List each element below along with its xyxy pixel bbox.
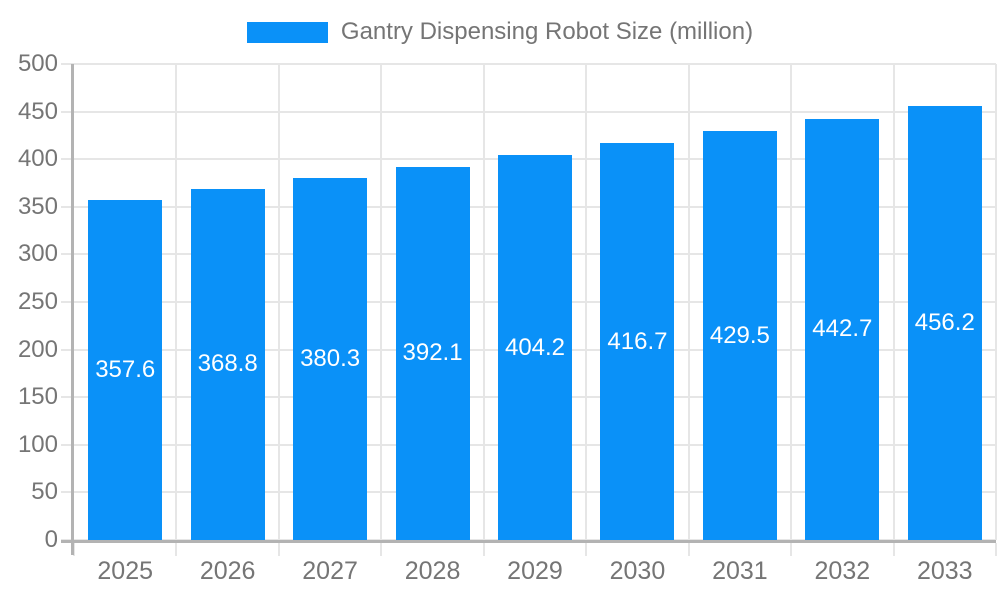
y-axis-tick (61, 348, 74, 351)
x-tick-label: 2033 (916, 557, 973, 585)
y-tick-label: 50 (31, 478, 58, 506)
x-axis-tick (995, 543, 997, 556)
y-tick-label: 450 (17, 97, 58, 125)
x-tick-label: 2027 (302, 557, 358, 585)
y-axis-tick (61, 491, 74, 494)
legend-label: Gantry Dispensing Robot Size (million) (340, 18, 754, 45)
x-grid-line (687, 64, 690, 540)
x-tick-label: 2031 (712, 557, 768, 585)
y-tick-label: 250 (17, 288, 58, 315)
legend-swatch (246, 21, 328, 43)
y-axis-tick (61, 205, 74, 208)
bar: 404.2 (498, 155, 572, 540)
bar-value-label: 416.7 (607, 327, 668, 355)
x-tick-label: 2025 (97, 557, 154, 585)
x-tick-label: 2026 (199, 557, 256, 585)
x-grid-line (790, 64, 793, 540)
x-tick-label: 2028 (404, 557, 461, 585)
x-axis-tick (175, 543, 178, 556)
bar: 442.7 (805, 118, 880, 540)
x-axis-tick (790, 543, 793, 556)
bar: 368.8 (190, 188, 265, 540)
x-axis-tick (482, 543, 485, 556)
y-tick-label: 0 (44, 526, 58, 553)
y-tick-label: 400 (17, 145, 58, 173)
y-tick-label: 300 (17, 240, 58, 268)
y-tick-label: 350 (17, 192, 58, 220)
x-axis-tick (277, 543, 280, 556)
x-grid-line (995, 64, 997, 540)
x-axis-tick (687, 543, 690, 556)
y-axis-tick (61, 396, 74, 399)
y-grid-line (74, 110, 996, 113)
x-axis-line (61, 540, 996, 543)
x-grid-line (585, 64, 588, 540)
bar: 456.2 (907, 105, 982, 540)
bar: 357.6 (88, 199, 163, 540)
x-grid-line (482, 64, 485, 540)
bar: 416.7 (600, 143, 675, 540)
y-axis-tick (61, 253, 74, 256)
y-axis-tick (61, 110, 74, 113)
x-grid-line (277, 64, 280, 540)
x-axis-tick (892, 543, 895, 556)
x-axis-tick (585, 543, 588, 556)
y-axis-tick (61, 63, 74, 65)
bar: 392.1 (395, 166, 470, 540)
bar-value-label: 456.2 (914, 308, 975, 336)
bar-value-label: 380.3 (300, 344, 361, 372)
x-grid-line (380, 64, 383, 540)
x-grid-line (892, 64, 895, 540)
bar-value-label: 368.8 (197, 350, 258, 378)
y-tick-label: 200 (17, 335, 58, 363)
y-axis-tick (61, 443, 74, 446)
y-axis-tick (61, 158, 74, 161)
x-axis-tick (73, 543, 75, 556)
bar-value-label: 392.1 (402, 339, 463, 367)
bar: 380.3 (293, 177, 368, 540)
y-tick-label: 100 (17, 430, 58, 458)
bar-value-label: 442.7 (812, 315, 873, 343)
x-tick-label: 2032 (814, 557, 871, 585)
y-axis-tick (61, 301, 74, 303)
x-axis-tick (380, 543, 383, 556)
y-tick-label: 500 (17, 50, 58, 77)
y-grid-line (74, 63, 996, 65)
bar-value-label: 429.5 (709, 321, 770, 349)
x-tick-label: 2030 (609, 557, 666, 585)
bar: 429.5 (702, 131, 777, 540)
y-axis-line (71, 64, 74, 555)
bar-value-label: 357.6 (95, 355, 156, 383)
legend: Gantry Dispensing Robot Size (million) (0, 19, 1000, 45)
x-tick-label: 2029 (507, 557, 563, 585)
y-tick-label: 150 (17, 383, 58, 411)
bar-value-label: 404.2 (504, 333, 566, 361)
x-grid-line (175, 64, 178, 540)
